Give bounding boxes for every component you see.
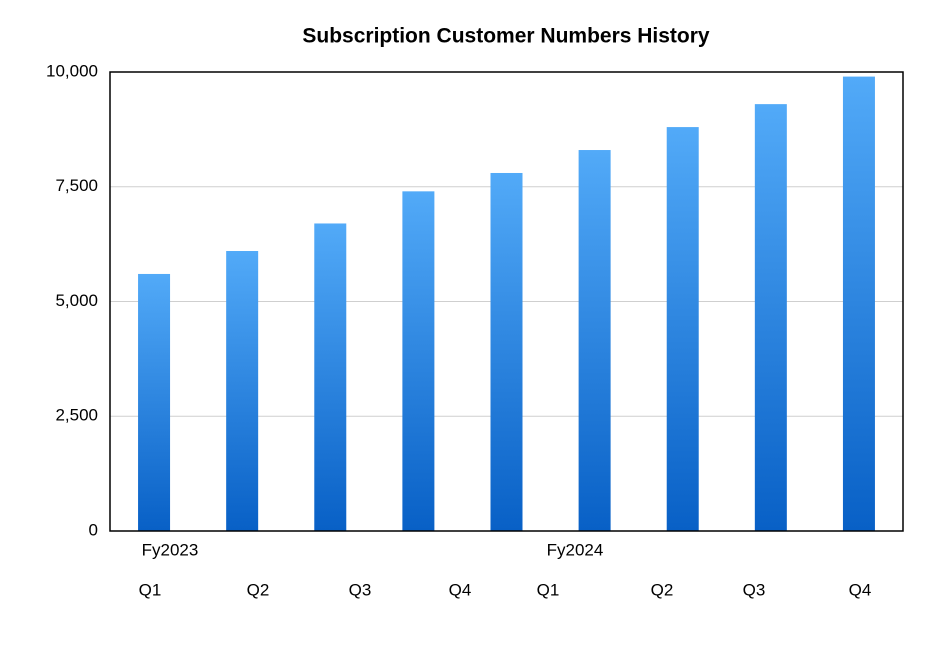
group-label: Fy2024: [547, 540, 604, 559]
quarter-label: Q4: [449, 580, 472, 599]
group-label: Fy2023: [142, 540, 199, 559]
bar: [666, 127, 699, 531]
quarter-label: Q2: [247, 580, 270, 599]
bar: [314, 223, 347, 531]
quarter-label: Q3: [743, 580, 766, 599]
quarter-label: Q2: [651, 580, 674, 599]
bar: [578, 150, 611, 531]
bar: [842, 76, 875, 531]
bar: [490, 172, 523, 532]
bar: [138, 273, 171, 531]
quarter-label: Q3: [349, 580, 372, 599]
plot-frame: [109, 71, 904, 532]
chart-title: Subscription Customer Numbers History: [302, 25, 710, 48]
bar: [226, 251, 259, 531]
quarter-label: Q4: [849, 580, 872, 599]
y-tick-label: 10,000: [46, 61, 98, 80]
y-tick-label: 5,000: [55, 291, 98, 310]
y-tick-label: 0: [89, 520, 98, 539]
quarter-label: Q1: [537, 580, 560, 599]
bar: [754, 104, 787, 531]
y-tick-label: 7,500: [55, 176, 98, 195]
quarter-label: Q1: [139, 580, 162, 599]
bar: [402, 191, 435, 531]
y-tick-label: 2,500: [55, 406, 98, 425]
